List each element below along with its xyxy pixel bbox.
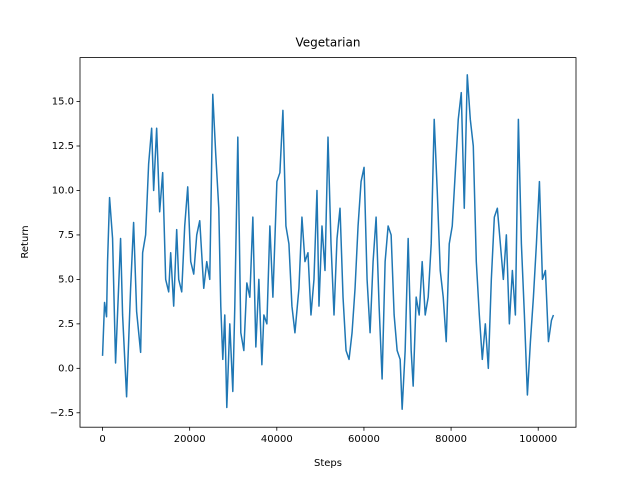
- y-tick-label: −2.5: [50, 408, 74, 419]
- y-tick-label: 10.0: [52, 185, 74, 196]
- x-axis-label: Steps: [314, 458, 342, 469]
- x-tick-label: 100000: [519, 434, 557, 445]
- y-axis-label: Return: [20, 225, 31, 258]
- y-tick-label: 12.5: [52, 141, 74, 152]
- chart-title: Vegetarian: [296, 36, 361, 50]
- y-tick-label: 2.5: [58, 319, 74, 330]
- data-line: [101, 74, 555, 410]
- x-tick-label: 20000: [174, 434, 206, 445]
- x-tick-label: 0: [99, 434, 105, 445]
- y-tick-label: 7.5: [58, 230, 74, 241]
- x-tick-label: 40000: [261, 434, 293, 445]
- x-tick-label: 80000: [435, 434, 467, 445]
- x-tick-label: 60000: [348, 434, 380, 445]
- y-tick-label: 5.0: [58, 274, 74, 285]
- axes-frame: [79, 57, 577, 428]
- y-tick-label: 15.0: [52, 97, 74, 108]
- y-tick-label: 0.0: [58, 363, 74, 374]
